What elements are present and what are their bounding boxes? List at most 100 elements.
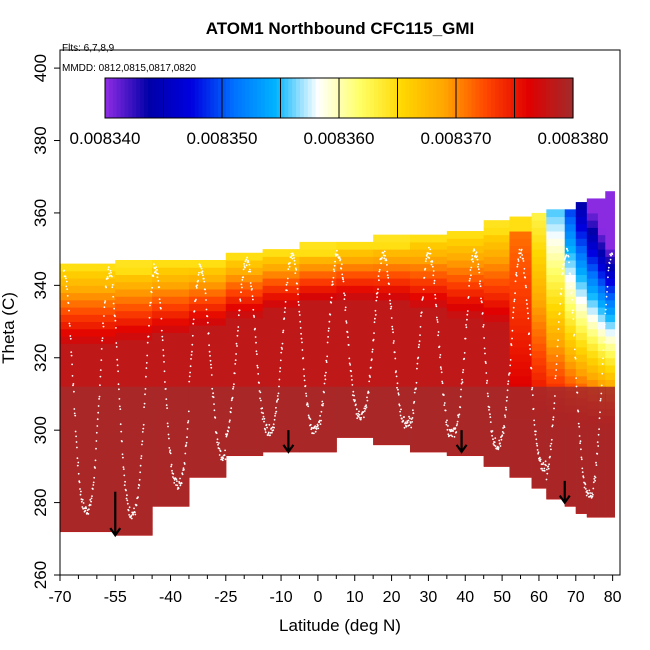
heatmap-cell bbox=[410, 234, 448, 243]
track-point bbox=[572, 309, 574, 312]
track-point bbox=[106, 276, 109, 278]
heatmap-cell bbox=[597, 198, 606, 207]
track-point bbox=[244, 266, 246, 269]
track-point bbox=[259, 391, 262, 394]
track-point bbox=[424, 267, 427, 270]
track-point bbox=[172, 473, 175, 475]
track-point bbox=[182, 467, 185, 470]
track-point bbox=[211, 387, 214, 390]
track-point bbox=[386, 270, 389, 273]
track-point bbox=[561, 267, 564, 270]
heatmap-cell bbox=[531, 357, 547, 366]
heatmap-cell bbox=[605, 299, 615, 308]
track-point bbox=[314, 425, 317, 427]
heatmap-cell bbox=[586, 314, 599, 323]
track-point bbox=[164, 381, 166, 383]
heatmap-cell bbox=[336, 328, 374, 337]
heatmap-cell bbox=[446, 346, 485, 355]
track-point bbox=[468, 285, 470, 287]
heatmap-cell bbox=[152, 274, 190, 283]
colorbar-segment bbox=[495, 78, 500, 118]
heatmap-cell bbox=[586, 285, 599, 294]
track-point bbox=[439, 366, 442, 369]
track-point bbox=[303, 375, 306, 377]
track-point bbox=[78, 481, 81, 484]
track-point bbox=[550, 442, 553, 445]
track-point bbox=[358, 410, 360, 413]
colorbar-segment bbox=[534, 78, 539, 118]
colorbar-segment bbox=[237, 78, 243, 118]
heatmap-cell bbox=[586, 263, 599, 272]
heatmap-cell bbox=[605, 212, 615, 221]
track-point bbox=[486, 379, 489, 382]
track-point bbox=[489, 416, 492, 418]
track-point bbox=[479, 285, 482, 288]
x-tick-label: -40 bbox=[159, 589, 182, 606]
heatmap-cell bbox=[597, 241, 606, 250]
track-point bbox=[72, 384, 74, 387]
heatmap-cell bbox=[299, 270, 337, 279]
track-point bbox=[85, 507, 88, 510]
track-point bbox=[249, 270, 252, 273]
track-point bbox=[296, 287, 299, 290]
track-point bbox=[541, 467, 543, 470]
track-point bbox=[543, 469, 546, 472]
heatmap-cell bbox=[605, 234, 615, 243]
track-point bbox=[587, 492, 590, 495]
track-point bbox=[504, 406, 507, 409]
heatmap-cell bbox=[575, 332, 588, 341]
track-point bbox=[568, 261, 570, 264]
heatmap-cell bbox=[446, 267, 485, 275]
track-point bbox=[197, 274, 200, 276]
heatmap-cell bbox=[446, 317, 485, 326]
track-point bbox=[477, 265, 479, 268]
heatmap-cell bbox=[262, 278, 300, 286]
track-point bbox=[317, 424, 319, 427]
heatmap-cell bbox=[575, 267, 588, 275]
heatmap-cell bbox=[483, 357, 510, 366]
colorbar-segment bbox=[331, 78, 336, 118]
track-point bbox=[121, 440, 123, 443]
track-point bbox=[487, 395, 489, 398]
track-point bbox=[176, 484, 179, 487]
colorbar-segment bbox=[553, 78, 558, 118]
track-point bbox=[513, 300, 516, 303]
track-point bbox=[218, 454, 221, 456]
colorbar-segment bbox=[385, 78, 391, 118]
track-point bbox=[494, 437, 497, 439]
heatmap-cell bbox=[446, 260, 485, 268]
heatmap-cell bbox=[373, 256, 411, 265]
track-point bbox=[321, 400, 324, 403]
track-point bbox=[397, 388, 399, 391]
track-point bbox=[570, 291, 573, 293]
track-point bbox=[123, 474, 126, 477]
colorbar-segment bbox=[241, 78, 246, 118]
track-point bbox=[517, 258, 520, 261]
track-point bbox=[503, 426, 506, 429]
track-point bbox=[305, 395, 308, 397]
heatmap-cell bbox=[60, 285, 116, 294]
track-point bbox=[117, 370, 119, 373]
track-point bbox=[437, 331, 440, 333]
heatmap-cell bbox=[152, 260, 190, 268]
track-point bbox=[393, 340, 395, 342]
track-point bbox=[357, 412, 359, 415]
track-point bbox=[377, 288, 379, 290]
heatmap-cell bbox=[483, 343, 510, 352]
track-point bbox=[386, 274, 389, 277]
track-point bbox=[73, 408, 76, 410]
heatmap-cell bbox=[446, 375, 485, 384]
track-point bbox=[550, 448, 552, 451]
track-point bbox=[597, 433, 600, 436]
heatmap-core bbox=[225, 386, 264, 456]
track-point bbox=[266, 426, 268, 429]
track-point bbox=[285, 283, 288, 286]
heatmap-cell bbox=[60, 336, 116, 344]
track-point bbox=[69, 335, 72, 337]
heatmap-cell bbox=[564, 288, 577, 297]
track-point bbox=[341, 273, 344, 276]
heatmap-cell bbox=[605, 307, 615, 315]
track-point bbox=[282, 331, 284, 334]
track-point bbox=[429, 252, 432, 255]
